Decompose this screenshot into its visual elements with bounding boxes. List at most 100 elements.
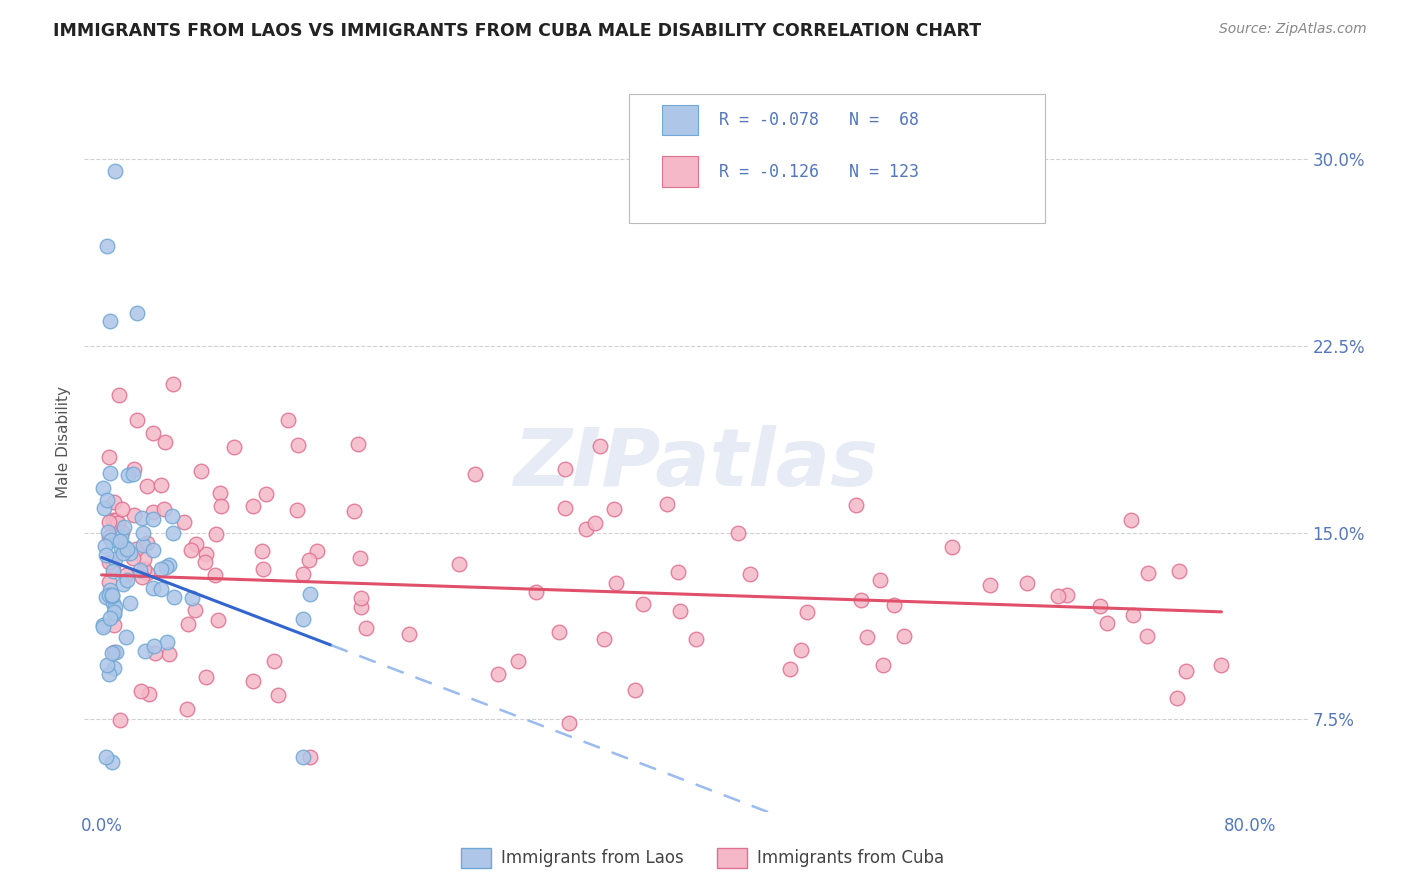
Y-axis label: Male Disability: Male Disability <box>56 385 72 498</box>
Point <box>132 526 155 541</box>
Point <box>738 567 761 582</box>
Point <box>98 666 121 681</box>
Point <box>252 544 274 558</box>
Point <box>153 502 176 516</box>
FancyBboxPatch shape <box>662 156 699 186</box>
Point <box>298 553 321 567</box>
Point <box>96 239 118 253</box>
Point <box>107 516 129 530</box>
Point <box>1047 589 1070 603</box>
Point <box>163 590 186 604</box>
Legend: Immigrants from Laos, Immigrants from Cuba: Immigrants from Laos, Immigrants from Cu… <box>454 841 952 875</box>
Point <box>624 683 647 698</box>
Point <box>883 598 905 612</box>
Point <box>856 630 879 644</box>
Point <box>350 600 373 615</box>
Point <box>122 462 145 476</box>
Point <box>108 534 131 549</box>
Point <box>108 388 131 402</box>
Point <box>141 505 163 519</box>
Point <box>575 522 598 536</box>
Point <box>131 569 153 583</box>
Point <box>349 551 371 566</box>
Point <box>91 481 114 495</box>
Point <box>1056 588 1078 602</box>
Point <box>194 670 217 684</box>
Point <box>97 574 120 589</box>
Point <box>224 440 246 454</box>
Point <box>209 486 232 500</box>
Point <box>1166 691 1188 706</box>
Point <box>291 612 314 626</box>
Point <box>142 639 165 653</box>
Point <box>548 624 571 639</box>
Point <box>1088 599 1111 614</box>
Point <box>97 555 120 569</box>
Point <box>112 577 135 591</box>
Point <box>207 613 229 627</box>
Point <box>110 502 132 516</box>
Point <box>554 501 576 516</box>
FancyBboxPatch shape <box>628 94 1045 223</box>
Point <box>115 573 138 587</box>
Point <box>149 562 172 576</box>
Point <box>93 501 115 516</box>
Point <box>96 493 118 508</box>
Point <box>1122 607 1144 622</box>
Point <box>1209 657 1232 672</box>
Point <box>103 596 125 610</box>
Point <box>447 557 470 571</box>
Point <box>108 713 131 727</box>
Point <box>100 755 122 769</box>
Point <box>156 635 179 649</box>
Point <box>112 546 135 560</box>
Point <box>298 750 321 764</box>
Point <box>91 620 114 634</box>
Point <box>1136 566 1159 581</box>
Text: R = -0.126   N = 123: R = -0.126 N = 123 <box>720 162 920 180</box>
Point <box>134 644 156 658</box>
Point <box>872 658 894 673</box>
Point <box>242 673 264 688</box>
Point <box>104 599 127 614</box>
Point <box>122 551 145 566</box>
Point <box>136 566 159 581</box>
Point <box>118 596 141 610</box>
Point <box>186 537 208 551</box>
Point <box>204 568 226 582</box>
Point <box>129 563 152 577</box>
Point <box>796 605 818 619</box>
Point <box>114 568 136 582</box>
Point <box>209 499 232 513</box>
Point <box>117 468 139 483</box>
Point <box>122 467 145 482</box>
Point <box>176 702 198 716</box>
Point <box>115 541 138 556</box>
Point <box>103 645 125 659</box>
Point <box>97 515 120 529</box>
Point <box>104 514 127 528</box>
Point <box>138 687 160 701</box>
Point <box>285 503 308 517</box>
Point <box>177 617 200 632</box>
Point <box>204 527 226 541</box>
Point <box>849 593 872 607</box>
Point <box>142 543 165 558</box>
Point <box>173 515 195 529</box>
Point <box>263 654 285 668</box>
Point <box>190 464 212 478</box>
Point <box>291 750 314 764</box>
Point <box>398 626 420 640</box>
Point <box>603 502 626 516</box>
Point <box>112 520 135 534</box>
Point <box>118 546 141 560</box>
Point <box>131 511 153 525</box>
Point <box>98 583 121 598</box>
Point <box>464 467 486 482</box>
Point <box>180 542 202 557</box>
Point <box>287 438 309 452</box>
Point <box>101 565 124 579</box>
Point <box>114 630 136 644</box>
FancyBboxPatch shape <box>662 104 699 135</box>
Point <box>194 555 217 569</box>
